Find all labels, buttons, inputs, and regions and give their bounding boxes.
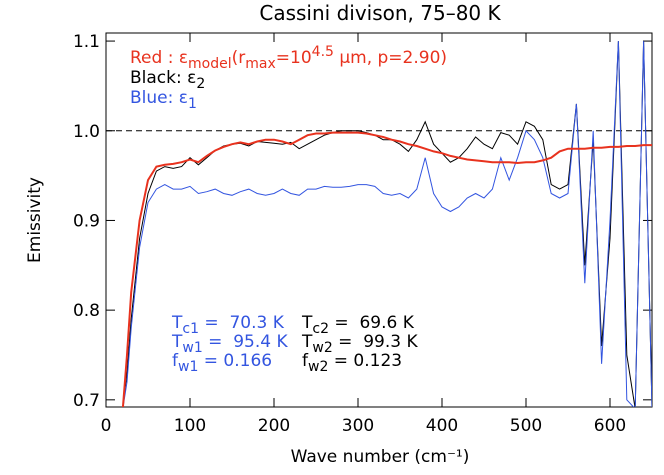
y-tick-label: 0.9	[73, 211, 100, 231]
annotation: fw2 = 0.123	[302, 351, 402, 375]
legend-entry-part: =10	[276, 48, 312, 68]
annotation-part: = 99.3 K	[333, 332, 419, 352]
x-tick-label: 400	[426, 416, 458, 436]
x-tick-label: 0	[101, 416, 112, 436]
x-tick-label: 300	[342, 416, 374, 436]
annotation-part: c2	[312, 321, 329, 337]
series-line	[122, 41, 652, 407]
annotation-part: c1	[182, 321, 199, 337]
annotation-part: f	[302, 351, 309, 371]
annotation-part: w1	[178, 359, 198, 375]
legend-entry: Red : εmodel(rmax=104.5 μm, p=2.90)	[130, 44, 447, 72]
legend-entry-part: Black: ε	[130, 68, 196, 88]
legend-entry-part: Red : ε	[130, 48, 188, 68]
chart-title: Cassini divison, 75–80 K	[259, 1, 501, 25]
annotation-part: w2	[308, 359, 328, 375]
legend-entry-part: 1	[188, 96, 197, 112]
annotation-part: T	[171, 332, 183, 352]
y-tick-label: 1.1	[73, 32, 100, 52]
annotation: Tw2 = 99.3 K	[301, 332, 418, 356]
annotation-part: T	[171, 313, 183, 333]
annotation-part: f	[172, 351, 179, 371]
annotation: Tc2 = 69.6 K	[301, 313, 415, 337]
legend-entry-part: Blue: ε	[130, 88, 188, 108]
y-tick-label: 1.0	[73, 122, 100, 142]
annotation-part: w1	[182, 340, 202, 356]
annotation-part: T	[301, 313, 313, 333]
legend-entry-part: max	[245, 56, 276, 72]
legend-entry-part: 2	[196, 76, 205, 92]
annotation-part: T	[301, 332, 313, 352]
x-tick-label: 100	[174, 416, 206, 436]
legend-entry: Blue: ε1	[130, 88, 197, 112]
x-axis-label: Wave number (cm⁻¹)	[291, 447, 470, 467]
x-tick-label: 600	[594, 416, 626, 436]
annotation-part: = 70.3 K	[199, 313, 285, 333]
series-line	[121, 131, 652, 407]
y-tick-label: 0.8	[73, 301, 100, 321]
annotation-part: = 95.4 K	[203, 332, 289, 352]
legend-entry: Black: ε2	[130, 68, 205, 92]
y-tick-label: 0.7	[73, 391, 100, 411]
legend-entry-part: 4.5	[312, 44, 334, 60]
legend-entry-part: (r	[232, 48, 246, 68]
annotation-part: = 0.166	[198, 351, 272, 371]
y-axis-label: Emissivity	[25, 177, 45, 263]
legend-entry-part: μm, p=2.90)	[334, 48, 447, 68]
legend-entry-part: model	[188, 56, 232, 72]
x-tick-label: 500	[510, 416, 542, 436]
annotation: fw1 = 0.166	[172, 351, 272, 375]
x-tick-label: 200	[258, 416, 290, 436]
annotation-part: w2	[312, 340, 332, 356]
annotation-part: = 69.6 K	[329, 313, 415, 333]
annotation: Tw1 = 95.4 K	[171, 332, 288, 356]
annotation: Tc1 = 70.3 K	[171, 313, 285, 337]
annotation-part: = 0.123	[328, 351, 402, 371]
series-line	[122, 41, 652, 407]
